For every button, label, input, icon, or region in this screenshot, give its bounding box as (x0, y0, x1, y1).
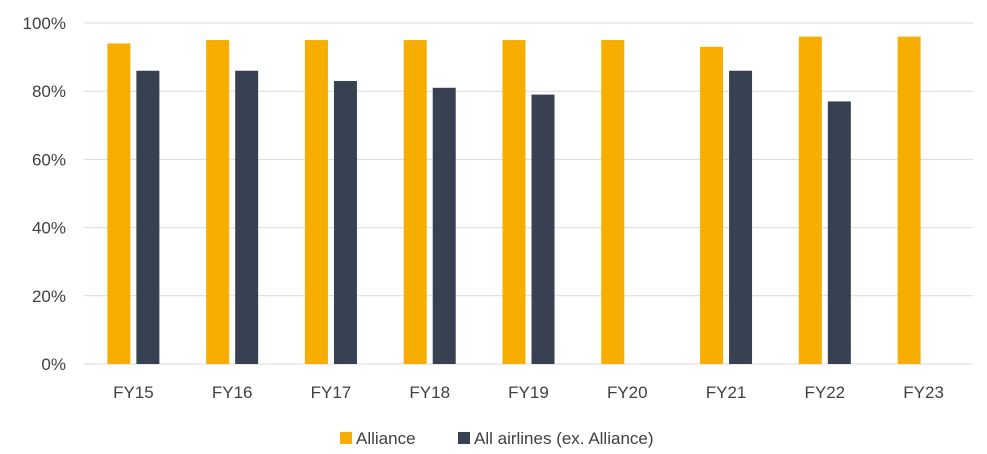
y-tick-label: 60% (32, 150, 66, 169)
bar-alliance-fy23 (897, 36, 921, 364)
legend: Alliance All airlines (ex. Alliance) (340, 429, 654, 448)
bar-alliance-fy17 (304, 40, 328, 365)
x-category-label: FY15 (113, 383, 154, 402)
legend-label-alliance: Alliance (356, 429, 416, 448)
bar-all-airlines-fy22 (827, 101, 851, 365)
x-axis-category-labels: FY15 FY16 FY17 FY18 FY19 FY20 FY21 FY22 FY23 (113, 383, 944, 402)
x-category-label: FY19 (508, 383, 549, 402)
y-tick-label: 20% (32, 287, 66, 306)
bars (107, 36, 921, 365)
y-tick-label: 80% (32, 82, 66, 101)
y-tick-label: 100% (23, 14, 66, 33)
bar-alliance-fy21 (700, 46, 724, 365)
bar-all-airlines-fy17 (333, 80, 357, 364)
bar-alliance-fy16 (206, 40, 230, 365)
bar-alliance-fy18 (403, 40, 427, 365)
x-category-label: FY23 (903, 383, 944, 402)
x-category-label: FY18 (409, 383, 450, 402)
bar-all-airlines-fy21 (729, 70, 753, 365)
y-tick-label: 0% (41, 355, 66, 374)
legend-swatch-all-airlines (458, 432, 470, 444)
bar-all-airlines-fy15 (136, 70, 160, 365)
bar-all-airlines-fy19 (531, 94, 555, 365)
bar-alliance-fy20 (601, 40, 625, 365)
x-category-label: FY20 (607, 383, 648, 402)
x-category-label: FY22 (805, 383, 846, 402)
x-category-label: FY17 (311, 383, 352, 402)
bar-all-airlines-fy18 (432, 87, 456, 364)
y-axis-tick-labels: 0% 20% 40% 60% 80% 100% (23, 14, 66, 374)
legend-label-all-airlines: All airlines (ex. Alliance) (474, 429, 654, 448)
bar-alliance-fy19 (502, 40, 526, 365)
y-tick-label: 40% (32, 219, 66, 238)
gridlines (84, 22, 973, 365)
bar-alliance-fy15 (107, 43, 131, 365)
legend-swatch-alliance (340, 432, 352, 444)
bar-alliance-fy22 (798, 36, 822, 364)
bar-all-airlines-fy16 (235, 70, 259, 365)
x-category-label: FY21 (706, 383, 747, 402)
x-category-label: FY16 (212, 383, 253, 402)
